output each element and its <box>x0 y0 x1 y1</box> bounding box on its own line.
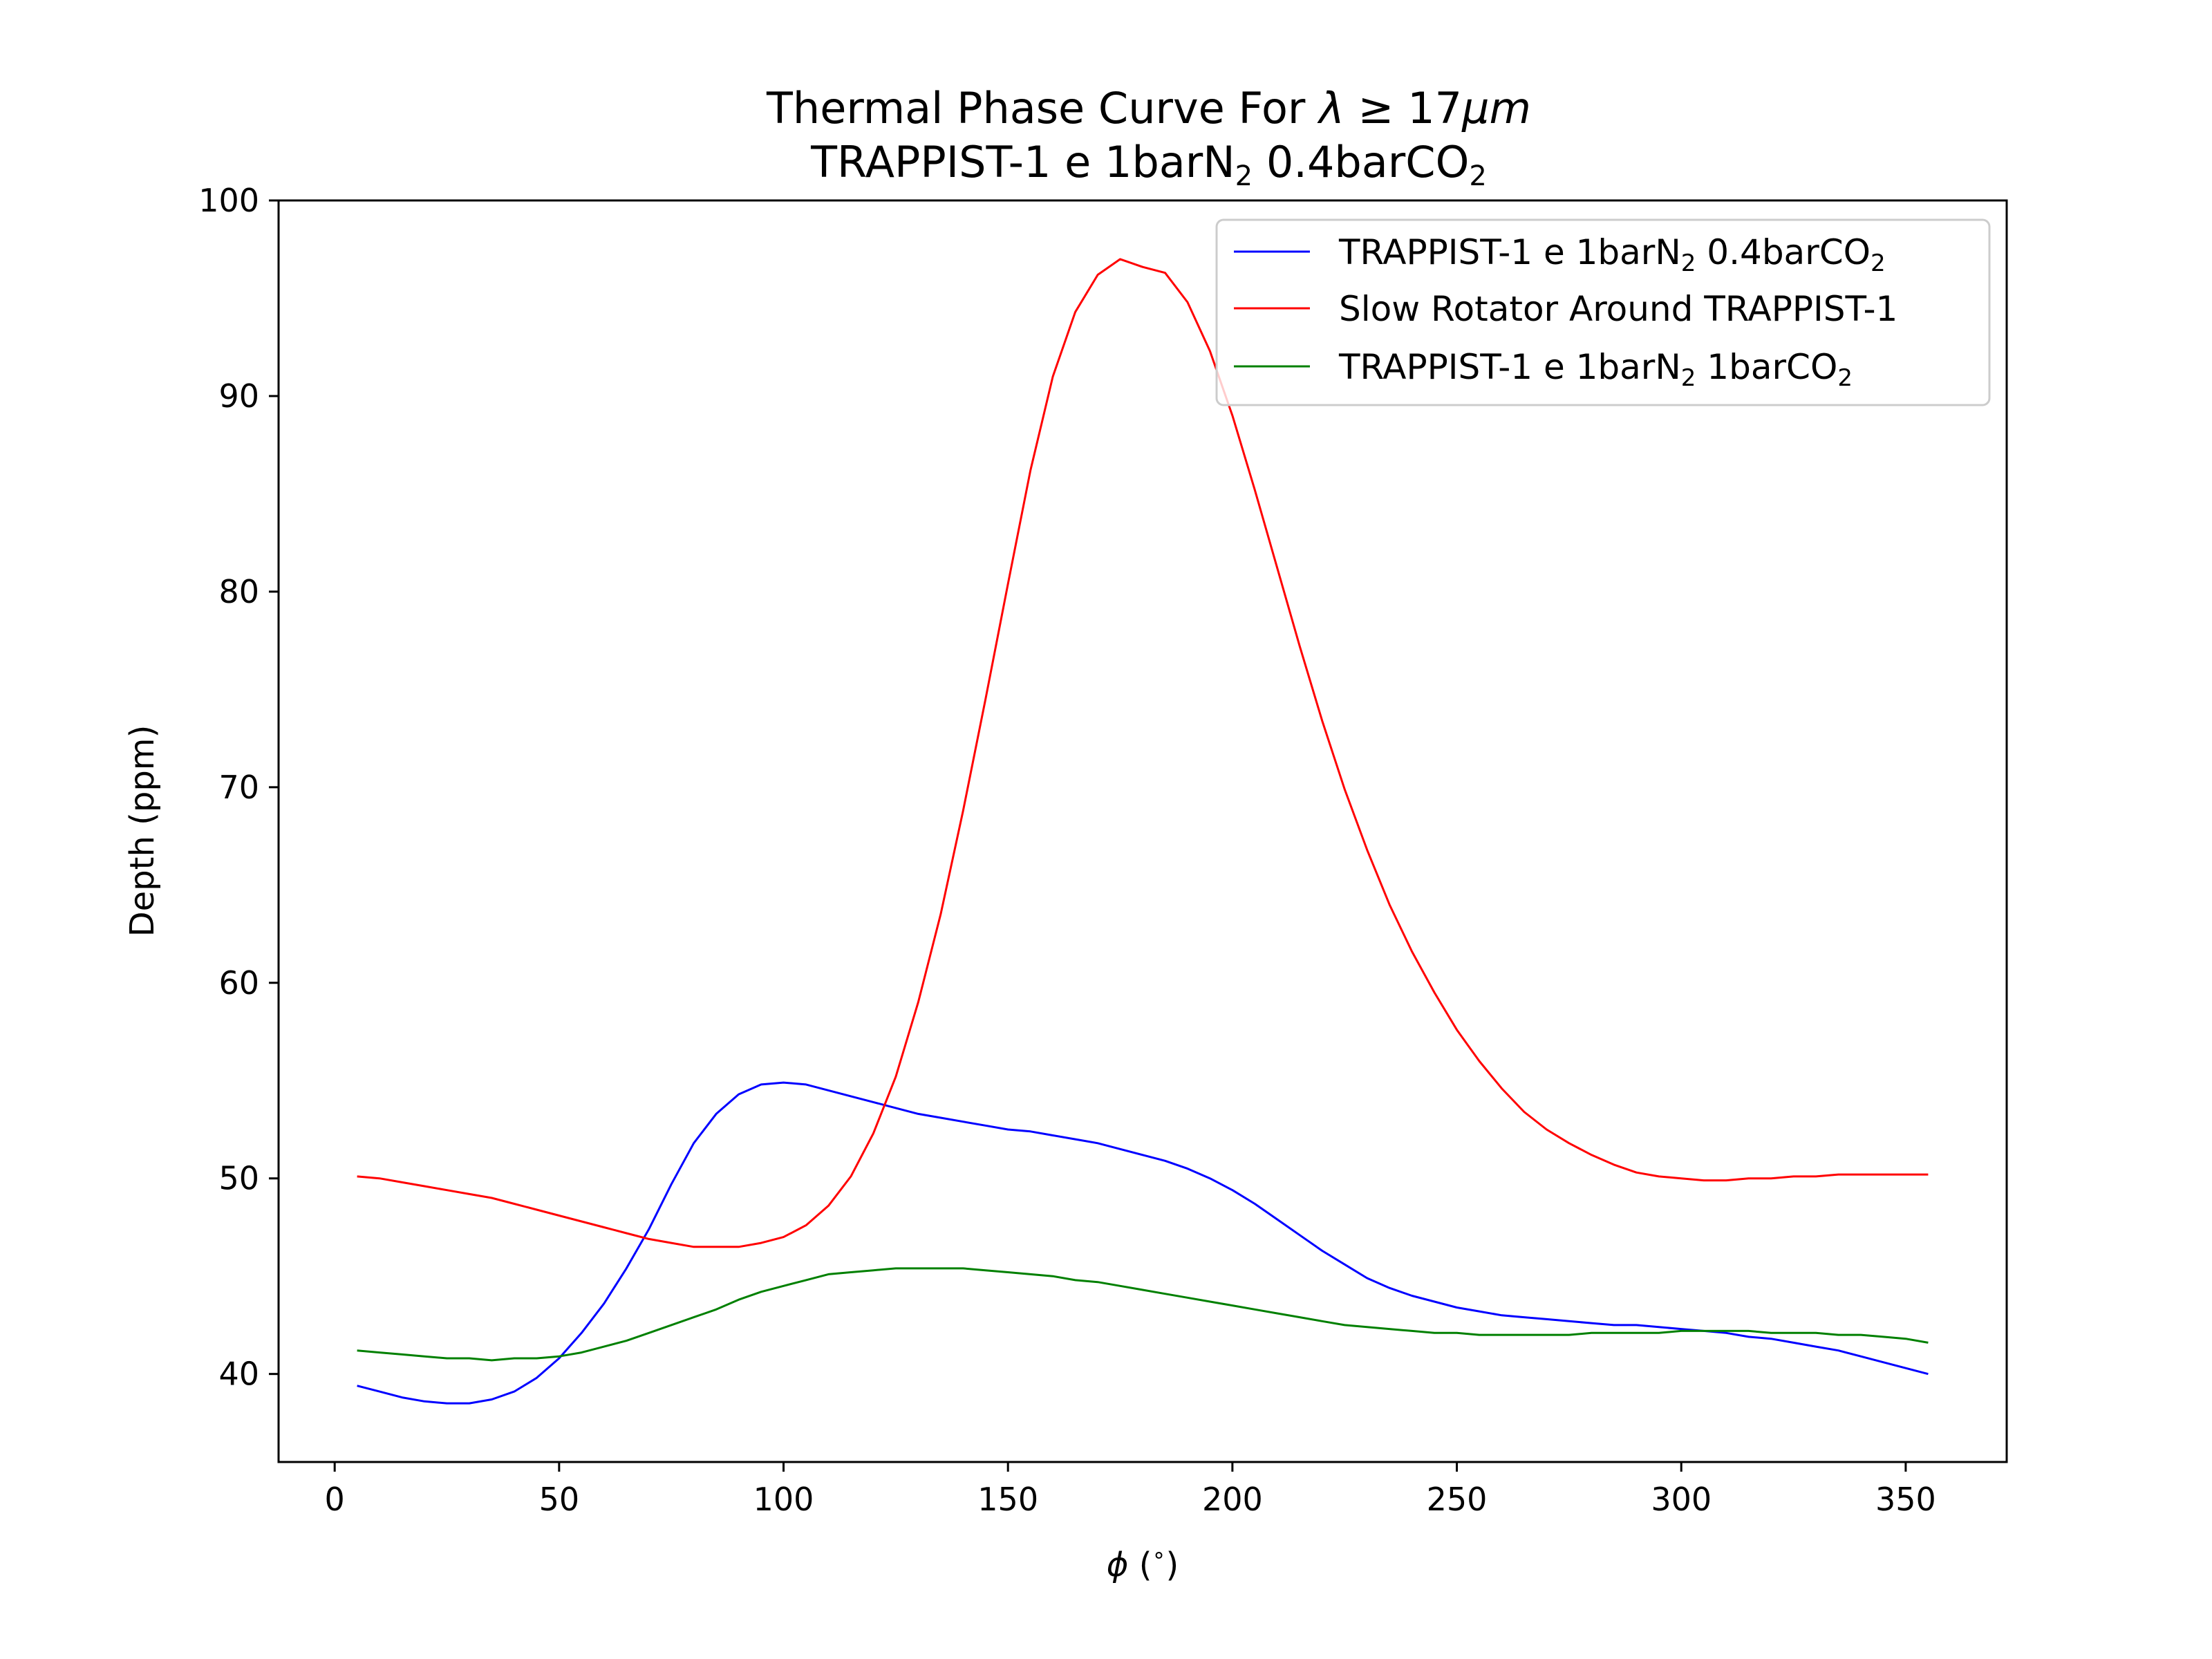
plot-frame <box>277 199 2008 1463</box>
title-prefix: Thermal Phase Curve For <box>766 83 1319 133</box>
legend-0-sub2: 2 <box>1871 250 1886 277</box>
series-line-1 <box>357 258 1929 1248</box>
x-tick-label: 150 <box>977 1481 1038 1518</box>
legend-entry-0: TRAPPIST-1 e 1barN2 0.4barCO2 <box>1338 232 1886 277</box>
title2-mid: 0.4barCO <box>1253 137 1469 187</box>
x-tick-label: 350 <box>1875 1481 1936 1518</box>
x-axis-label-symbol: ϕ <box>1107 1546 1129 1584</box>
legend-2-sub1: 2 <box>1681 364 1696 392</box>
title-lambda: λ <box>1317 83 1344 133</box>
y-tick-label: 70 <box>218 769 259 806</box>
x-tick-label: 200 <box>1202 1481 1263 1518</box>
y-tick-label: 100 <box>198 182 259 219</box>
x-tick-label: 0 <box>325 1481 345 1518</box>
y-axis-label: Depth (ppm) <box>123 725 162 937</box>
y-tick-label: 60 <box>218 964 259 1002</box>
x-axis-ticks: 0 50 100 150 200 250 300 350 <box>325 1462 1936 1518</box>
legend: TRAPPIST-1 e 1barN2 0.4barCO2 Slow Rotat… <box>1215 218 1991 406</box>
series-line-2 <box>357 1267 1929 1362</box>
y-tick-label: 80 <box>218 573 259 610</box>
legend-entry-2: TRAPPIST-1 e 1barN2 1barCO2 <box>1338 347 1853 392</box>
legend-0-mid: 0.4barCO <box>1696 232 1871 272</box>
legend-2-mid: 1barCO <box>1696 347 1837 387</box>
title2-sub1: 2 <box>1235 160 1253 192</box>
x-axis-label-degree: ∘ <box>1152 1541 1165 1568</box>
chart-title-line-2: TRAPPIST-1 e 1barN2 0.4barCO2 <box>810 137 1487 192</box>
x-tick-label: 300 <box>1651 1481 1712 1518</box>
x-tick-label: 50 <box>539 1481 580 1518</box>
legend-2-main: TRAPPIST-1 e 1barN <box>1338 347 1681 387</box>
x-axis-label-paren: ( <box>1128 1546 1152 1584</box>
legend-0-main: TRAPPIST-1 e 1barN <box>1338 232 1681 272</box>
title2-main: TRAPPIST-1 e 1barN <box>810 137 1235 187</box>
legend-entry-1: Slow Rotator Around TRAPPIST-1 <box>1339 289 1897 329</box>
title-geq: ≥ 17 <box>1344 83 1462 133</box>
x-axis-label: ϕ (∘) <box>1107 1541 1179 1584</box>
y-tick-label: 90 <box>218 377 259 415</box>
y-tick-label: 50 <box>218 1160 259 1197</box>
series-line-0 <box>357 1081 1929 1405</box>
legend-2-sub2: 2 <box>1837 364 1853 392</box>
x-tick-label: 100 <box>753 1481 814 1518</box>
series-group <box>357 258 1929 1405</box>
y-axis-ticks: 40 50 60 70 80 90 100 <box>198 182 279 1393</box>
chart-title-line-1: Thermal Phase Curve For λ ≥ 17μm <box>766 83 1531 133</box>
legend-0-sub1: 2 <box>1681 250 1696 277</box>
y-tick-label: 40 <box>218 1356 259 1393</box>
title2-sub2: 2 <box>1469 160 1486 192</box>
legend-box <box>1215 218 1991 406</box>
title-unit: μm <box>1461 83 1531 133</box>
x-axis-label-close: ) <box>1165 1546 1179 1584</box>
x-tick-label: 250 <box>1427 1481 1488 1518</box>
